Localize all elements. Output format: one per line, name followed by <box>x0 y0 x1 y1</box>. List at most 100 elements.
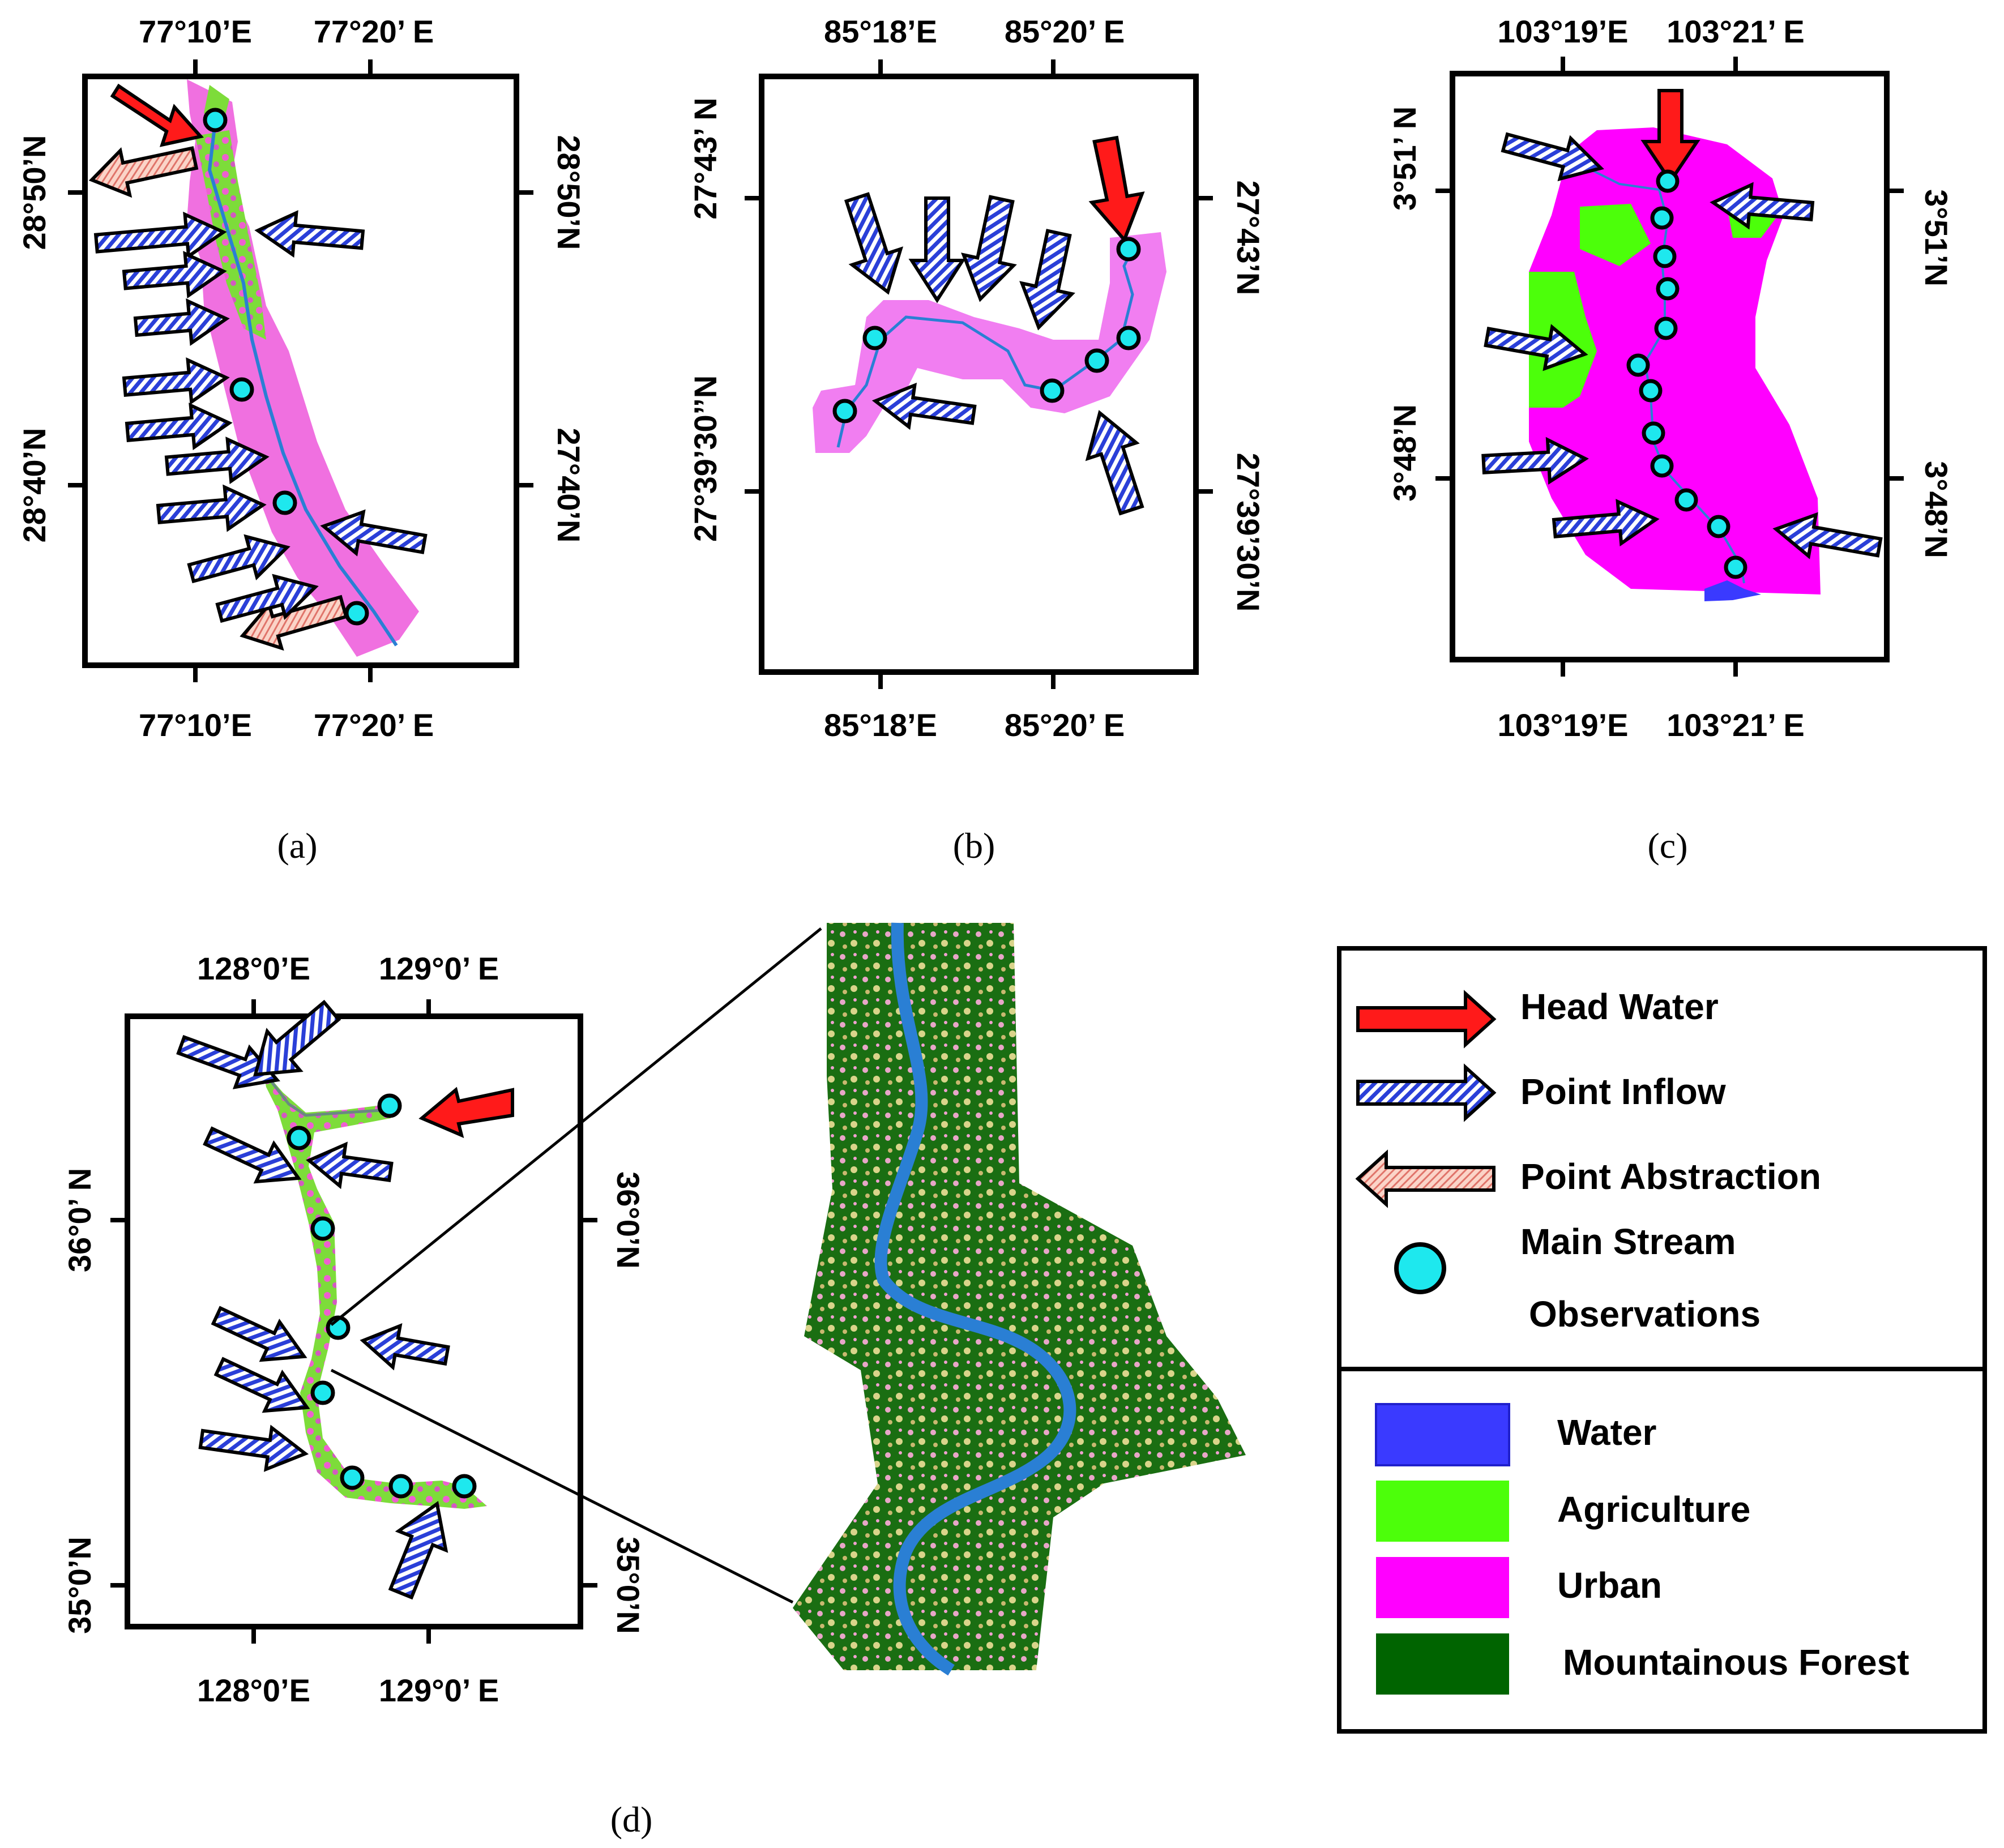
point-inflow-arrow <box>198 1424 309 1472</box>
bottom-tick-label: 103°19’E <box>1497 707 1628 743</box>
right-tick-label: 27°43’N <box>1230 181 1266 296</box>
observation-point <box>1650 206 1674 230</box>
point-inflow-arrow <box>1019 229 1075 331</box>
panel-caption: (c) <box>1647 825 1687 866</box>
observation-point <box>1084 348 1109 373</box>
map-frame <box>125 1013 583 1629</box>
stream-line <box>268 1077 391 1117</box>
observation-point <box>310 1216 335 1241</box>
observation-point <box>452 1474 477 1499</box>
observation-point <box>1656 277 1680 301</box>
legend-swatch-water <box>1375 1403 1510 1466</box>
legend-label: Main Stream <box>1520 1221 1736 1262</box>
point-inflow-arrow <box>871 382 977 430</box>
top-tick-label: 77°20’ E <box>314 14 434 49</box>
point-inflow-arrow <box>844 192 904 295</box>
legend-symbols: Head Water Point Inflow Point Abstractio… <box>1355 986 1821 1334</box>
panel-caption: (b) <box>953 825 995 866</box>
right-tick-label: 3°48’N <box>1918 461 1954 558</box>
observation-point <box>388 1474 413 1499</box>
point-inflow-arrow <box>253 999 341 1077</box>
point-inflow-arrow <box>1356 1063 1497 1122</box>
right-tick-label: 28°50’N <box>551 135 587 250</box>
observation-point <box>1639 379 1663 403</box>
point-abstraction-arrow <box>1355 1149 1495 1208</box>
stream-line <box>207 121 398 647</box>
observation-point <box>310 1380 335 1405</box>
right-tick-label: 27°39’30’N <box>1230 453 1266 612</box>
point-inflow-arrow <box>133 298 230 346</box>
bottom-tick-label: 77°10’E <box>139 707 252 743</box>
observation-points <box>1626 169 1747 579</box>
observation-points <box>832 237 1141 424</box>
point-inflow-arrow <box>203 1126 302 1184</box>
inflow-arrows <box>93 210 428 623</box>
legend-label: Water <box>1557 1412 1656 1453</box>
top-tick-label: 128°0’E <box>197 951 310 986</box>
head-water-arrow <box>1640 89 1700 185</box>
observation-point <box>1707 515 1730 538</box>
observation-point <box>377 1093 402 1118</box>
legend-swatch-agriculture <box>1376 1481 1509 1542</box>
point-inflow-arrow <box>1085 410 1144 516</box>
tick-marks <box>745 59 1213 689</box>
observation-point <box>1650 454 1674 478</box>
point-inflow-arrow <box>93 211 227 259</box>
point-inflow-arrow <box>1501 132 1604 182</box>
point-inflow-arrow <box>211 1306 307 1362</box>
zoom-inset-river <box>874 922 1076 1676</box>
point-inflow-arrow <box>360 1323 450 1371</box>
legend-label: Point Abstraction <box>1520 1156 1821 1197</box>
right-tick-label: 27°40’N <box>551 428 587 543</box>
point-inflow-arrow <box>388 1501 448 1600</box>
point-inflow-arrow <box>1484 324 1588 371</box>
map-frame <box>1450 71 1890 662</box>
tick-marks <box>68 59 533 682</box>
observation-points <box>287 1093 477 1499</box>
point-inflow-arrow <box>176 1034 280 1089</box>
top-tick-label: 85°18’E <box>824 14 937 49</box>
point-inflow-arrow <box>122 251 227 299</box>
point-inflow-arrow <box>1481 437 1589 485</box>
observation-point <box>340 1465 365 1490</box>
zoom-inset <box>793 923 1246 1670</box>
left-tick-label: 3°48’N <box>1387 404 1422 502</box>
legend-swatch-forest <box>1376 1633 1509 1695</box>
observation-point-icon <box>1394 1242 1446 1294</box>
legend-label: Urban <box>1557 1565 1662 1606</box>
point-abstraction-arrow <box>88 146 199 198</box>
head-water-arrow <box>418 1086 514 1139</box>
observation-point <box>1642 421 1665 445</box>
observation-point <box>203 108 228 132</box>
landuse-agri <box>1580 204 1651 266</box>
point-inflow-arrow <box>320 509 428 557</box>
head-water-arrow <box>1356 990 1497 1049</box>
legend-landuse: Water Agriculture Urban Mountainous Fore… <box>1375 1403 1909 1695</box>
panel-b: 85°18’E 85°20’ E 85°18’E 85°20’ E 27°43’… <box>687 14 1266 866</box>
left-tick-label: 27°43’ N <box>687 97 723 219</box>
observation-point <box>1724 555 1747 579</box>
bottom-tick-label: 103°21’ E <box>1667 707 1805 743</box>
left-tick-label: 3°51’ N <box>1387 106 1422 211</box>
top-tick-label: 129°0’ E <box>379 951 499 986</box>
tick-marks <box>1435 57 1904 677</box>
observation-point <box>1116 326 1141 350</box>
right-tick-label: 36°0’N <box>610 1171 646 1269</box>
left-tick-label: 28°50’N <box>16 135 52 250</box>
zoom-line <box>330 927 822 1326</box>
inflow-arrows <box>844 192 1144 516</box>
map-frame <box>759 74 1199 675</box>
landuse-strip <box>813 232 1166 453</box>
zoom-line <box>330 1368 794 1604</box>
point-inflow-arrow <box>164 437 270 485</box>
point-inflow-arrow <box>306 1141 394 1190</box>
point-inflow-arrow <box>213 1357 310 1413</box>
panel-a: 77°10’E 77°20’ E 77°10’E 77°20’ E 28°50’… <box>16 14 587 866</box>
top-tick-label: 77°10’E <box>139 14 252 49</box>
observation-point <box>229 377 254 402</box>
observation-point <box>1654 316 1678 340</box>
bottom-tick-label: 129°0’ E <box>379 1672 499 1708</box>
inflow-arrows <box>1481 132 1883 559</box>
point-inflow-arrow <box>254 210 365 258</box>
